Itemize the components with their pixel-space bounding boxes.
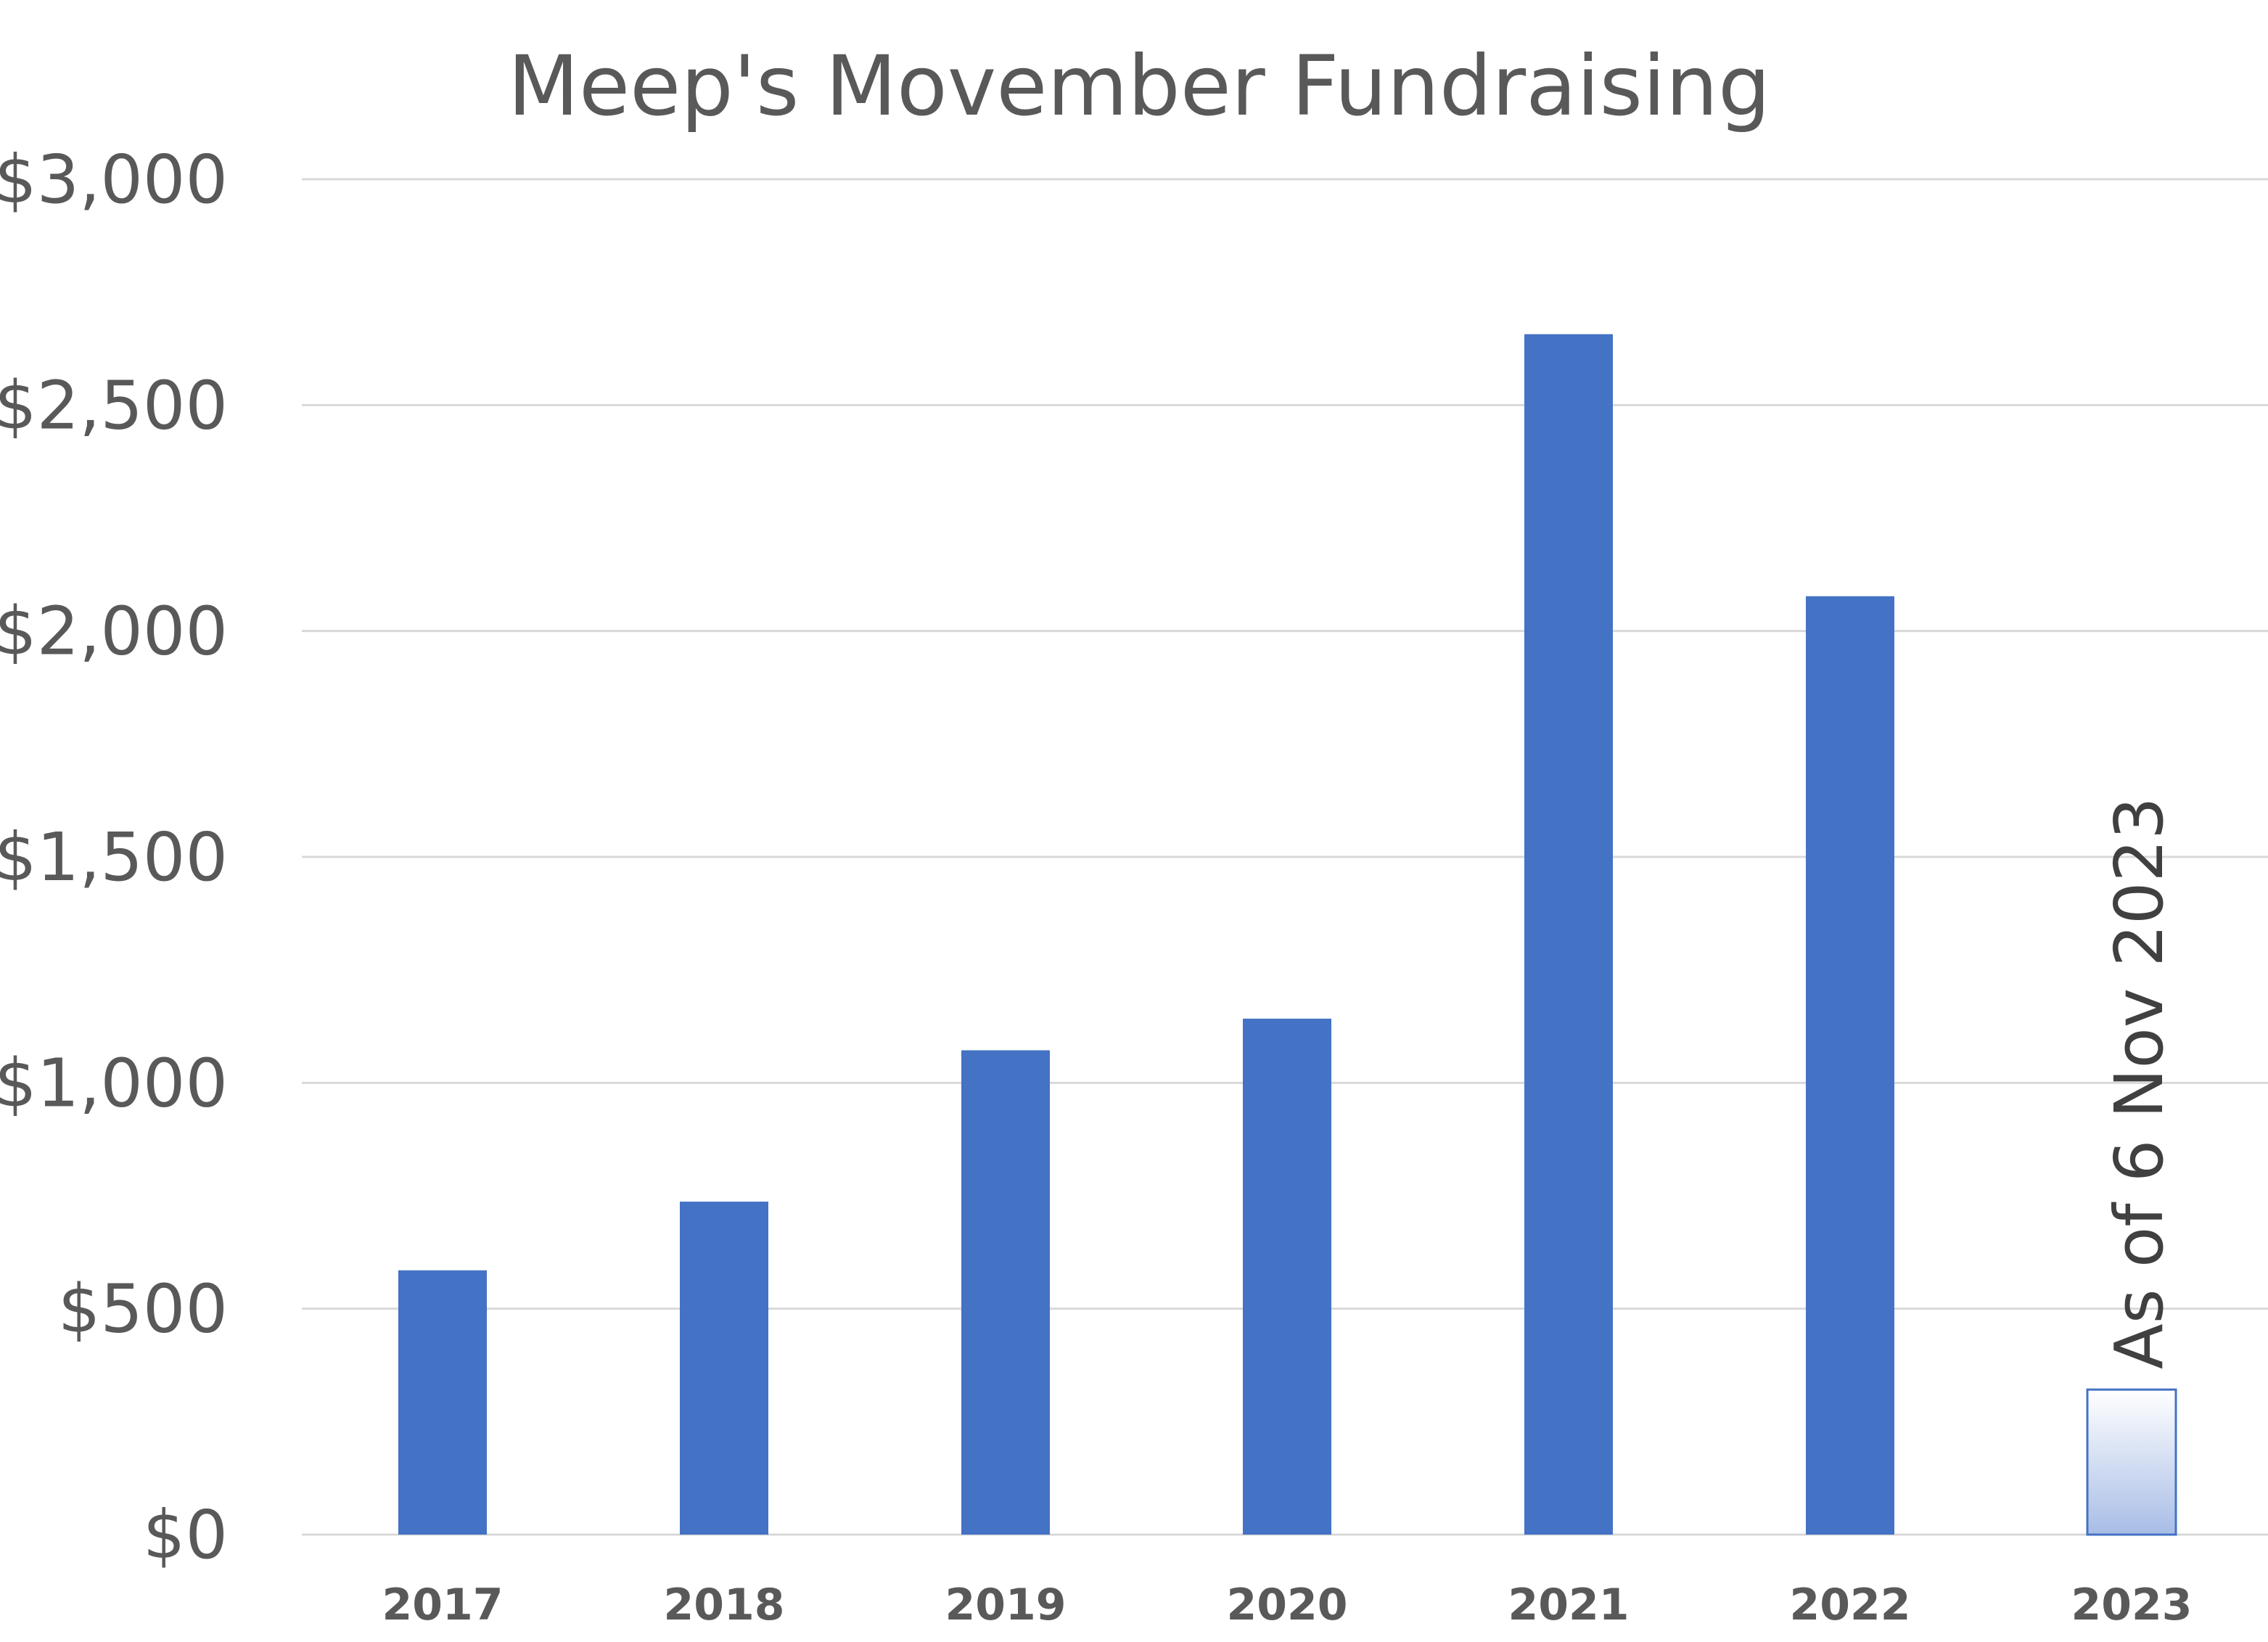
chart-title: Meep's Movember Fundraising	[508, 38, 1771, 134]
bar-2020	[1243, 1018, 1331, 1535]
x-tick-label: 2018	[664, 1580, 785, 1630]
bar-2017	[398, 1270, 487, 1535]
annotations: As of 6 Nov 2023	[2100, 797, 2178, 1369]
x-tick-label: 2022	[1790, 1580, 1911, 1630]
y-tick-label: $2,500	[0, 366, 228, 444]
x-axis-tick-labels: 2017 2018 2019 2020 2021 2022 2023	[382, 1580, 2193, 1630]
bar-2022	[1806, 596, 1894, 1535]
x-tick-label: 2019	[945, 1580, 1067, 1630]
bar-2018	[680, 1202, 768, 1535]
bar-2023	[2086, 1388, 2177, 1536]
bars	[398, 334, 2177, 1536]
annotation-label: As of 6 Nov 2023	[2100, 797, 2178, 1369]
y-tick-label: $1,500	[0, 818, 228, 896]
y-tick-label: $3,000	[0, 141, 228, 218]
y-tick-label: $2,000	[0, 593, 228, 670]
bar-2019	[961, 1050, 1050, 1535]
bar-2021	[1524, 334, 1613, 1535]
x-tick-label: 2020	[1227, 1580, 1348, 1630]
x-tick-label: 2023	[2071, 1580, 2193, 1630]
y-axis-tick-labels: $0 $500 $1,000 $1,500 $2,000 $2,500 $3,000	[0, 141, 228, 1574]
y-tick-label: $0	[143, 1496, 228, 1574]
x-tick-label: 2017	[382, 1580, 504, 1630]
y-tick-label: $500	[58, 1271, 228, 1348]
y-tick-label: $1,000	[0, 1044, 228, 1122]
x-tick-label: 2021	[1508, 1580, 1630, 1630]
